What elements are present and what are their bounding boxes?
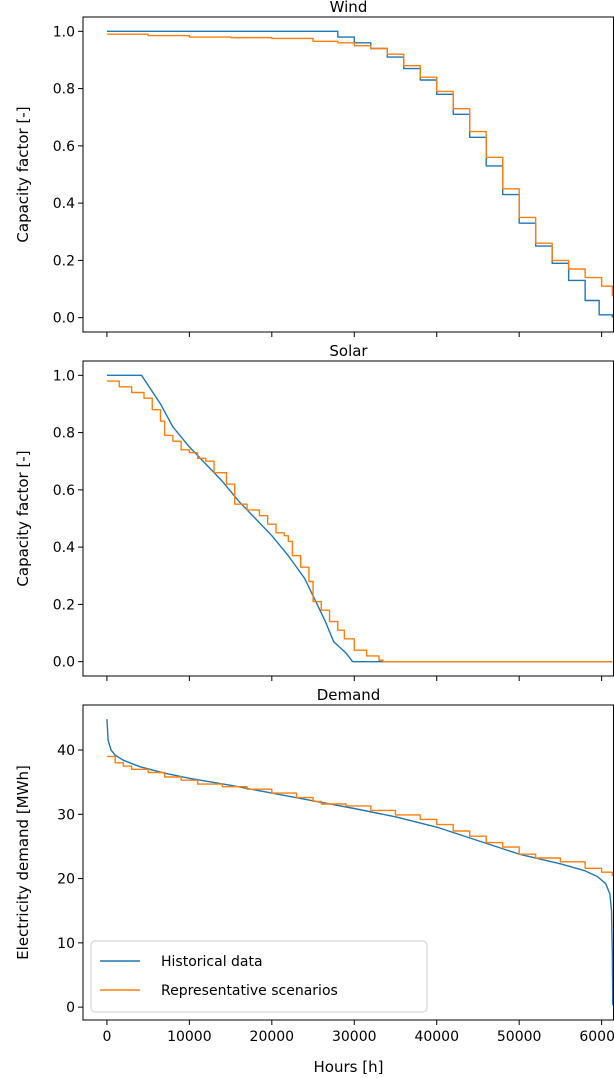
panel-title: Wind (330, 0, 368, 16)
panel-title: Solar (329, 342, 368, 360)
legend-label-representative: Representative scenarios (161, 983, 338, 999)
x-tick-label: 30000 (332, 1029, 377, 1045)
y-tick-label: 0.8 (53, 426, 75, 442)
x-tick-label: 40000 (414, 1029, 459, 1045)
x-tick-label: 10000 (167, 1029, 212, 1045)
y-tick-label: 20 (57, 872, 75, 888)
y-axis-label: Electricity demand [MWh] (14, 765, 32, 960)
x-axis-label: Hours [h] (314, 1058, 384, 1076)
legend: Historical data Representative scenarios (90, 940, 428, 1013)
y-tick-label: 0.6 (53, 139, 75, 155)
series-line-historical (106, 719, 614, 1006)
y-tick-label: 0.2 (53, 253, 75, 269)
chart-panel-solar: Solar 0.0 0.2 0.4 0.6 0.8 1.0 Capacity factor [… (14, 342, 614, 681)
y-tick-label: 0.4 (53, 540, 75, 556)
chart-panel-demand: Demand 0 10 20 30 40 0 10000 20000 30000 40000 5000… (14, 686, 614, 1076)
chart-panel-wind: Wind 0.0 0.2 0.4 0.6 0.8 1.0 Capacity factor [-… (14, 0, 614, 337)
plot-frame (82, 16, 614, 333)
series-line-representative (106, 755, 614, 876)
y-tick-label: 40 (57, 743, 75, 759)
y-tick-label: 0.0 (53, 655, 75, 671)
legend-label-historical: Historical data (161, 954, 263, 970)
y-tick-label: 10 (57, 936, 75, 952)
x-tick-label: 50000 (497, 1029, 542, 1045)
series-line-representative (106, 380, 613, 663)
y-tick-label: 0.0 (53, 311, 75, 327)
y-tick-label: 1.0 (53, 24, 75, 40)
y-tick-label: 0.8 (53, 82, 75, 98)
y-tick-label: 0.4 (53, 196, 75, 212)
series-line-historical (106, 30, 614, 318)
y-tick-label: 0.2 (53, 597, 75, 613)
y-tick-label: 0.6 (53, 483, 75, 499)
panel-title: Demand (317, 686, 381, 704)
y-tick-label: 1.0 (53, 368, 75, 384)
series-line-representative (106, 33, 614, 297)
y-axis-label: Capacity factor [-] (14, 106, 32, 242)
y-tick-label: 0 (66, 1000, 75, 1016)
x-tick-label: 0 (102, 1029, 111, 1045)
y-tick-label: 30 (57, 807, 75, 823)
series-line-historical (106, 374, 613, 663)
legend-box (90, 940, 428, 1013)
y-axis-label: Capacity factor [-] (14, 450, 32, 586)
x-tick-label: 60000 (579, 1029, 614, 1045)
x-tick-label: 20000 (250, 1029, 295, 1045)
